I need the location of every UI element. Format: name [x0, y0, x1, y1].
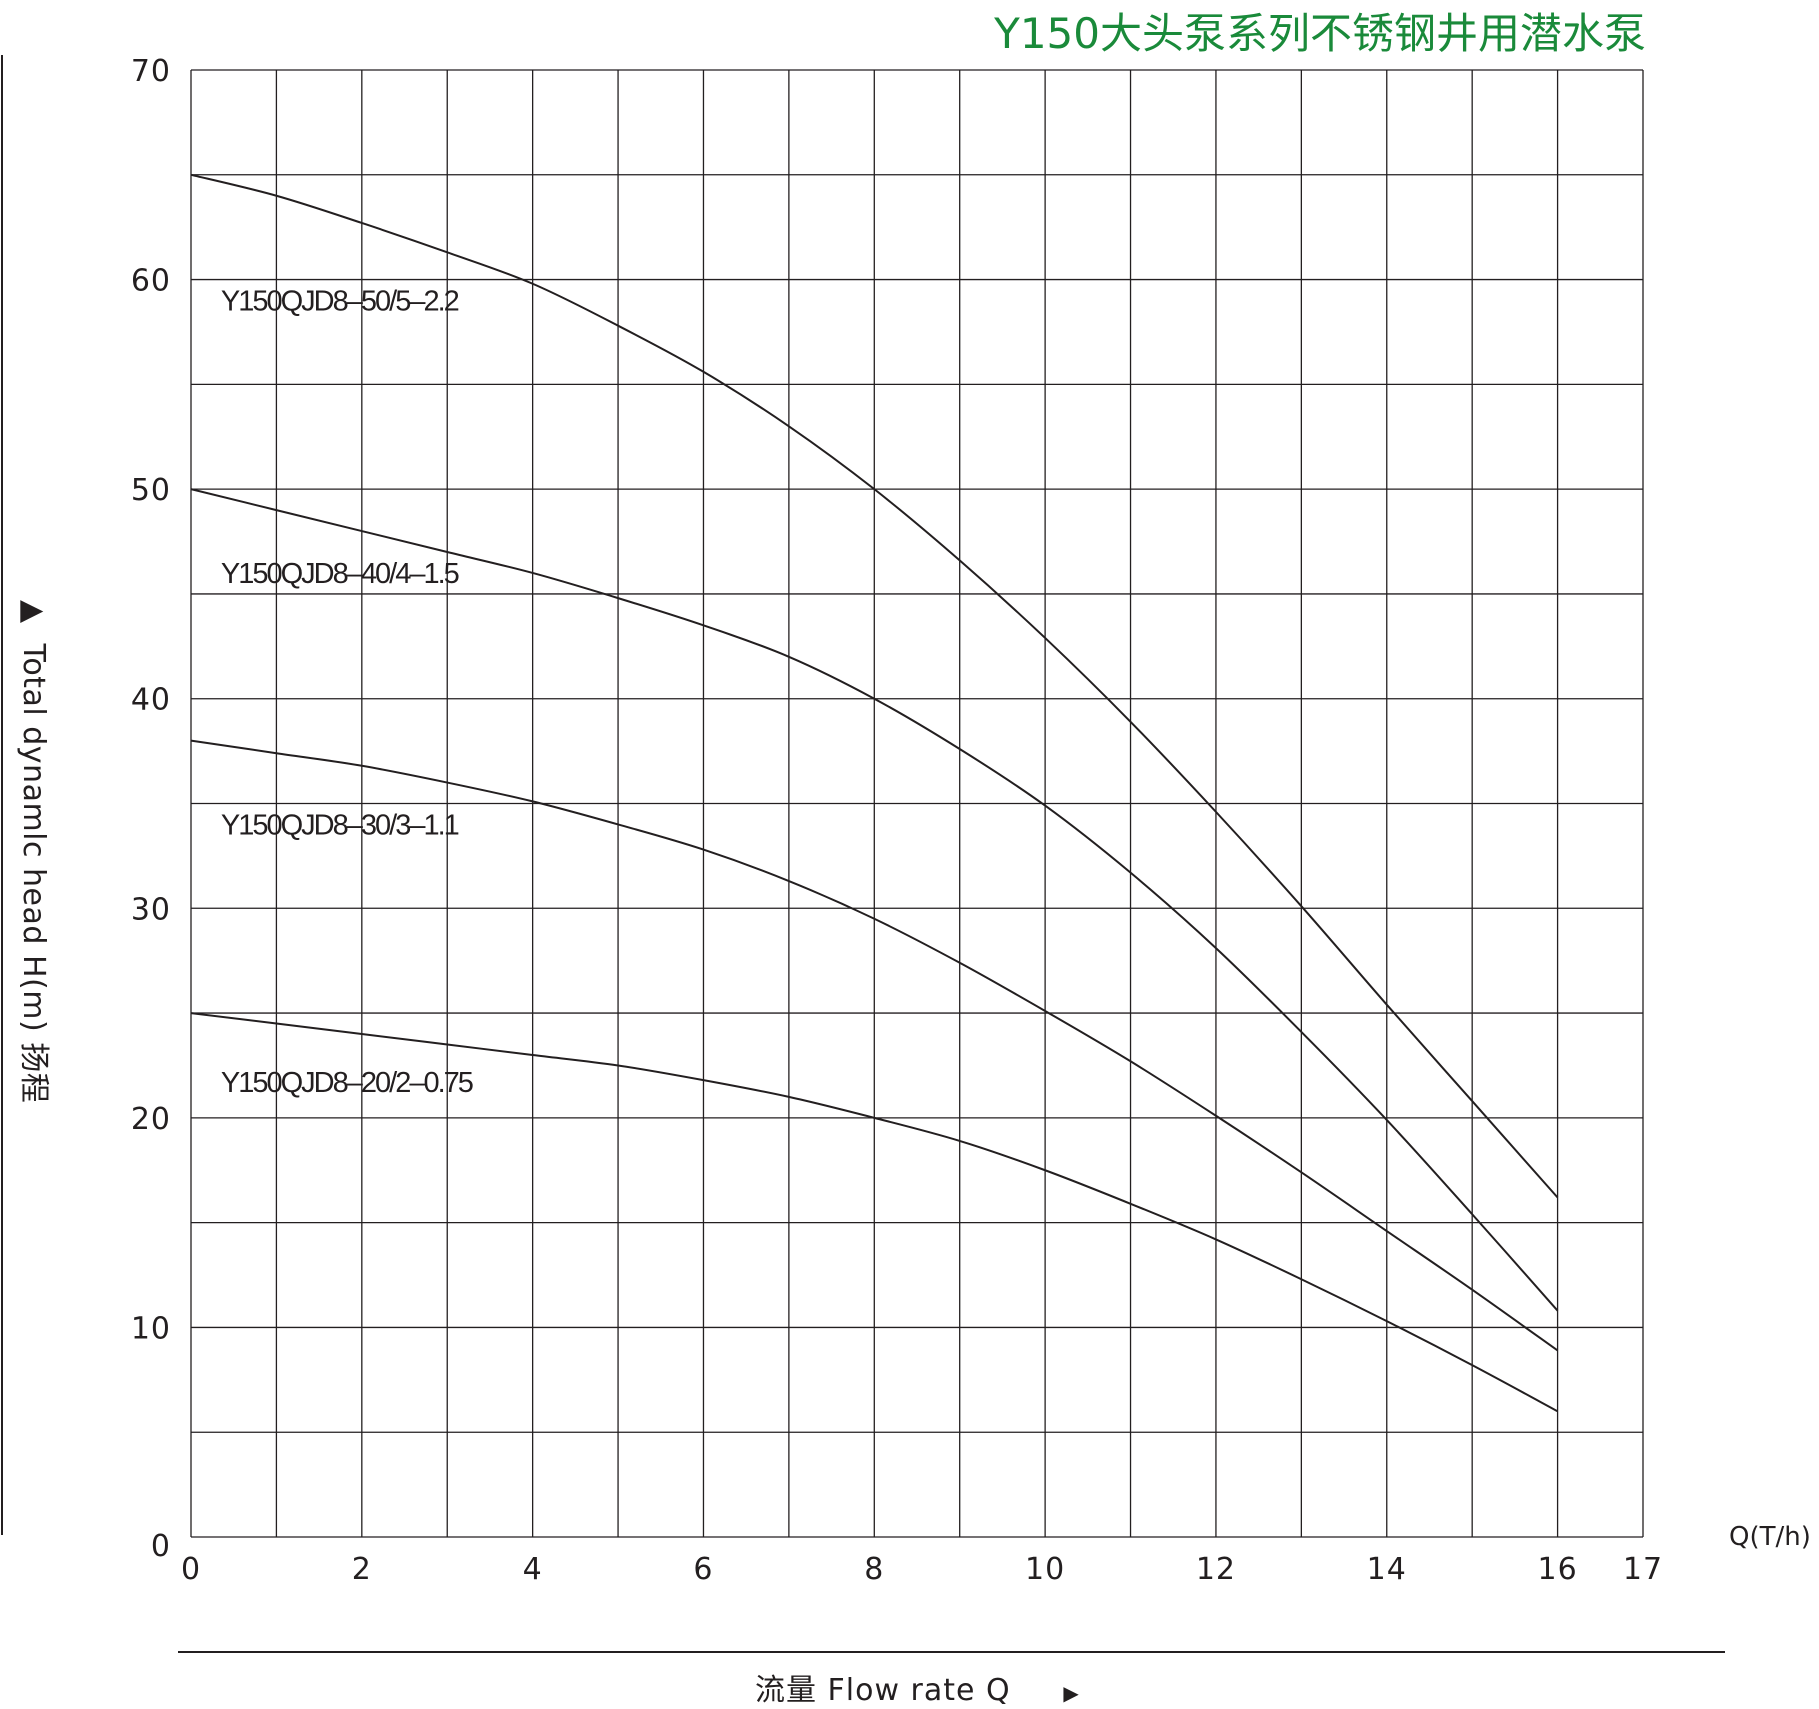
y-tick-label: 20: [131, 1102, 171, 1137]
x-tick-label: 16: [1537, 1552, 1577, 1587]
series-label: Y150QJD8–50/5–2.2: [221, 286, 459, 318]
y-tick-label: 0: [151, 1529, 171, 1564]
y-tick-label: 40: [131, 683, 171, 718]
x-tick-label: 17: [1623, 1552, 1663, 1587]
x-tick-label: 12: [1196, 1552, 1236, 1587]
series-line: [190, 1012, 1559, 1413]
series-layer: [190, 173, 1559, 1413]
chart-title: Y150大头泵系列不锈钢井用潜水泵: [994, 9, 1646, 58]
y-tick-label: 10: [131, 1311, 171, 1346]
y-tick-label: 30: [131, 892, 171, 927]
x-tick-label: 8: [864, 1552, 884, 1587]
grid-layer: [190, 69, 1644, 1538]
up-arrow-icon: ▲: [16, 600, 51, 624]
y-axis-label: ▲ Total dynamlc head H(m) 扬程: [15, 600, 59, 1103]
tick-label-layer: 0 2 4 6 8 10 12 14 16 17 0 10 20 30 40 50 60 70: [131, 54, 1663, 1587]
series-label: Y150QJD8–40/4–1.5: [221, 558, 459, 590]
x-tick-label: 0: [181, 1552, 201, 1587]
series-line: [190, 739, 1559, 1352]
series-line: [190, 173, 1559, 1199]
series-label-layer: Y150QJD8–50/5–2.2 Y150QJD8–40/4–1.5 Y150QJ…: [221, 286, 475, 1100]
x-axis-label: 流量 Flow rate Q ▶: [755, 1665, 1080, 1709]
y-tick-label: 70: [131, 54, 171, 89]
x-axis-label-text: 流量 Flow rate Q: [755, 1673, 1011, 1708]
x-tick-label: 2: [352, 1552, 372, 1587]
x-tick-label: 14: [1367, 1552, 1407, 1587]
x-tick-label: 10: [1025, 1552, 1065, 1587]
y-axis-label-text: Total dynamlc head H(m) 扬程: [16, 643, 51, 1104]
y-axis-label-wrap: ▲ Total dynamlc head H(m) 扬程: [12, 600, 62, 1120]
x-tick-label: 6: [693, 1552, 713, 1587]
series-label: Y150QJD8–30/3–1.1: [221, 809, 459, 841]
right-arrow-icon: ▶: [1063, 1681, 1080, 1705]
series-line: [190, 488, 1559, 1312]
y-tick-label: 50: [131, 473, 171, 508]
x-tick-label: 4: [523, 1552, 543, 1587]
y-tick-label: 60: [131, 264, 171, 299]
series-label: Y150QJD8–20/2–0.75: [221, 1067, 473, 1099]
x-axis-unit: Q(T/h): [1729, 1522, 1811, 1552]
